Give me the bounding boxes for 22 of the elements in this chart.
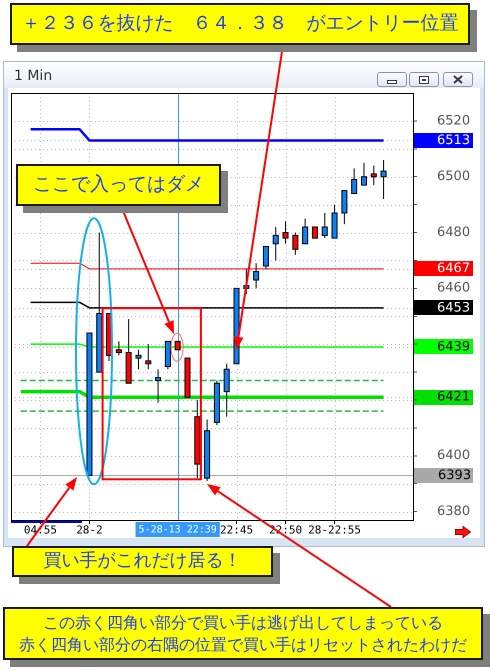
y-tick-label: 6480 xyxy=(437,224,470,240)
y-tick-label: 6380 xyxy=(437,504,470,519)
y-tick-label: 6421 xyxy=(437,390,470,405)
annotation: ここで入ってはダメ xyxy=(33,172,204,198)
text: 赤く四角い部分の右隅の位置で買い手はリセットされたわけだ xyxy=(19,634,467,656)
text: この赤く四角い部分で買い手は逃げ出してしまっている xyxy=(43,612,443,634)
x-tick-label: 28-22:55 xyxy=(308,523,362,536)
ref-line-label: 6393 xyxy=(438,468,472,484)
text: ＋２３６を抜けた ６４．３８ がエントリー位置 xyxy=(22,11,458,36)
ref-line-label: 5-28-13 22:39 xyxy=(138,524,217,536)
x-tick-label: 22:45 xyxy=(220,523,254,536)
y-tick-label: 6439 xyxy=(437,339,470,354)
y-tick-label: 6460 xyxy=(437,280,470,296)
x-tick-label: 28-2 xyxy=(76,523,103,536)
y-tick-label: 6400 xyxy=(437,448,470,464)
text: 買い手がこれだけ居る！ xyxy=(44,549,242,574)
chart-title: 1 Min xyxy=(14,67,52,85)
y-tick-label: 6500 xyxy=(437,169,470,184)
y-tick-label: 6513 xyxy=(437,132,470,148)
y-tick-label: 6453 xyxy=(437,300,470,316)
y-tick-label: 6520 xyxy=(437,113,470,128)
y-tick-label: 6467 xyxy=(437,261,470,276)
